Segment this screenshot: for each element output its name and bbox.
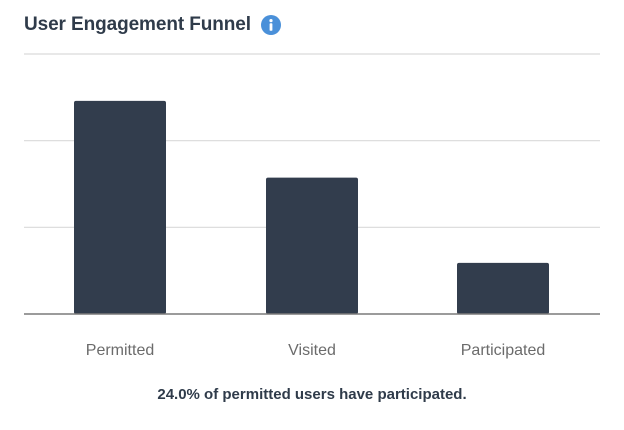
bar-participated[interactable] — [457, 262, 549, 314]
x-tick-label-permitted: Permitted — [86, 342, 154, 359]
bar-visited[interactable] — [266, 177, 358, 314]
bar-permitted[interactable] — [74, 100, 166, 314]
summary-caption: 24.0% of permitted users have participat… — [157, 386, 467, 403]
x-tick-label-participated: Participated — [461, 342, 546, 359]
x-tick-label-visited: Visited — [288, 342, 336, 359]
chart-title: User Engagement Funnel — [24, 14, 251, 35]
funnel-bar-chart: Permitted Visited Participated — [24, 53, 600, 359]
chart-header: User Engagement Funnel — [24, 14, 281, 36]
info-icon[interactable] — [260, 15, 281, 35]
